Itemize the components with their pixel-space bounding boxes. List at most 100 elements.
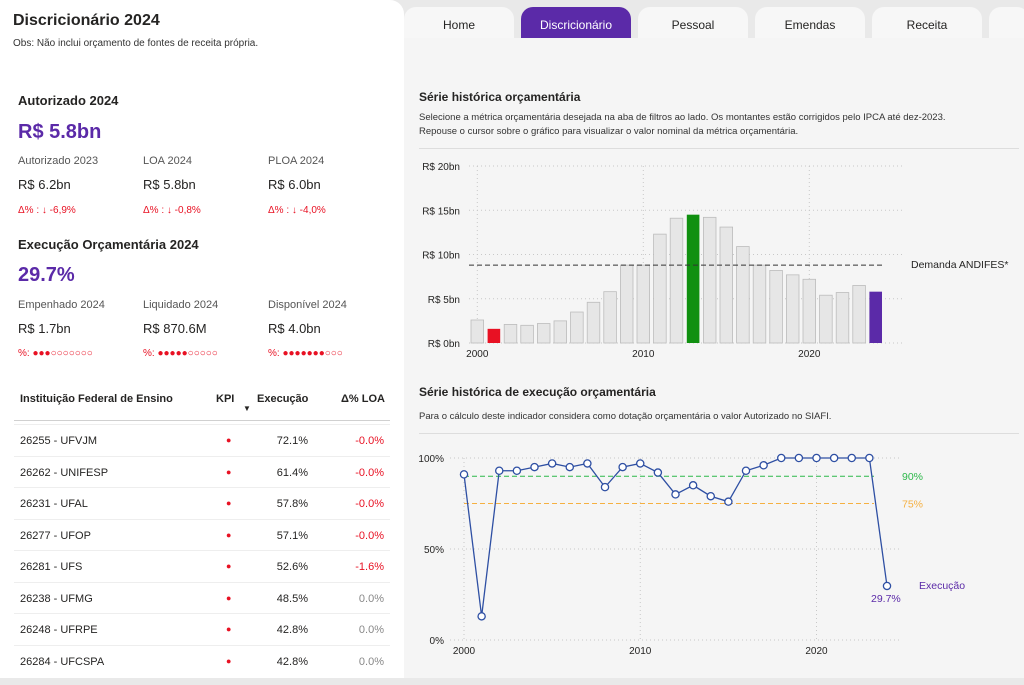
bar	[586, 301, 601, 344]
table-row[interactable]: 26262 - UNIFESP ● 61.4% -0.0%	[14, 455, 390, 489]
table-row[interactable]: 26281 - UFS ● 52.6% -1.6%	[14, 550, 390, 583]
bar	[536, 323, 551, 344]
kpi-label: LOA 2024	[143, 155, 192, 167]
col-header-kpi[interactable]: KPI	[216, 393, 235, 405]
bar	[570, 311, 584, 344]
y-tick-label: 50%	[424, 545, 444, 556]
row-instituicao: 26281 - UFS	[20, 561, 83, 573]
x-tick-label: 2010	[632, 349, 655, 360]
bar	[852, 285, 866, 344]
kpi-status-dot: ●	[226, 529, 232, 540]
row-execucao: 57.1%	[276, 529, 308, 542]
bar	[520, 324, 534, 344]
table-row[interactable]: 26255 - UFVJM ● 72.1% -0.0%	[14, 424, 390, 457]
data-point	[688, 481, 698, 490]
kpi-value: R$ 870.6M	[143, 321, 207, 336]
row-instituicao: 26238 - UFMG	[20, 592, 93, 605]
bar	[736, 246, 750, 344]
table-row[interactable]: 26284 - UFCSPA ● 42.8% 0.0%	[14, 644, 390, 678]
row-delta-loa: -0.0%	[355, 498, 384, 510]
bar	[503, 324, 518, 344]
tab-bar: Home Discricionário Pessoal Emendas Rece…	[404, 0, 1024, 38]
data-point	[583, 459, 592, 468]
data-point	[741, 466, 751, 475]
row-delta-loa: -0.0%	[355, 466, 384, 479]
kpi-delta: Δ% : ↓ -0,8%	[143, 205, 201, 216]
row-instituicao: 26262 - UNIFESP	[20, 466, 109, 479]
data-point	[847, 453, 856, 463]
row-instituicao: 26231 - UFAL	[20, 498, 88, 510]
bar	[669, 217, 684, 344]
table-header-divider	[14, 420, 390, 421]
reference-label: 75%	[902, 499, 923, 511]
autorizado-value: R$ 5.8bn	[18, 121, 102, 143]
divider	[419, 148, 1019, 149]
charts-panel	[404, 38, 1024, 678]
bar	[686, 214, 700, 343]
kpi-label: PLOA 2024	[268, 155, 325, 167]
data-point	[477, 612, 486, 621]
bar	[752, 264, 767, 344]
kpi-value: R$ 6.2bn	[18, 177, 71, 192]
bar	[702, 216, 717, 344]
col-header-instituicao[interactable]: Instituição Federal de Ensino	[20, 393, 173, 405]
kpi-status-dot: ●	[226, 592, 232, 603]
bar	[487, 328, 501, 343]
data-point	[565, 462, 574, 472]
data-point	[812, 453, 821, 463]
execucao-value: 29.7%	[18, 264, 75, 286]
x-tick-label: 2010	[629, 646, 652, 657]
data-point	[882, 581, 892, 591]
kpi-label: Liquidado 2024	[143, 299, 219, 311]
col-header-execucao[interactable]: Execução	[257, 393, 309, 405]
row-delta-loa: 0.0%	[358, 624, 384, 636]
tab-discricionario[interactable]: Discricionário	[521, 7, 631, 38]
row-delta-loa: 0.0%	[358, 655, 384, 668]
table-row[interactable]: 26277 - UFOP ● 57.1% -0.0%	[14, 518, 390, 552]
table-row[interactable]: 26238 - UFMG ● 48.5% 0.0%	[14, 581, 390, 615]
bar	[802, 278, 817, 344]
budget-bar-chart[interactable]: R$ 0bn R$ 5bn R$ 10bn R$ 15bn R$ 20bn 2000 201…	[404, 150, 1024, 365]
data-point	[512, 466, 522, 475]
kpi-value: R$ 5.8bn	[143, 177, 196, 192]
tab-more[interactable]	[989, 7, 1024, 38]
data-point	[671, 490, 680, 499]
series-line	[463, 457, 888, 617]
data-point	[653, 468, 663, 477]
y-tick-label: R$ 0bn	[428, 339, 460, 350]
execution-line-chart[interactable]: 0% 50% 100% 2000 2010 2020 90% 75% Execução 29.7%	[404, 440, 1024, 665]
data-point	[724, 497, 733, 506]
data-point	[547, 459, 557, 468]
bar	[785, 274, 800, 344]
execucao-title: Execução Orçamentária 2024	[18, 237, 199, 252]
divider	[419, 433, 1019, 434]
y-tick-label: R$ 15bn	[422, 206, 460, 217]
row-delta-loa: -1.6%	[355, 561, 384, 573]
row-delta-loa: -0.0%	[355, 435, 384, 447]
table-row[interactable]: 26231 - UFAL ● 57.8% -0.0%	[14, 487, 390, 520]
row-execucao: 42.8%	[276, 655, 308, 668]
row-instituicao: 26255 - UFVJM	[20, 435, 98, 447]
tab-pessoal[interactable]: Pessoal	[638, 7, 748, 38]
row-instituicao: 26277 - UFOP	[20, 529, 91, 542]
page-title: Discricionário 2024	[13, 12, 160, 29]
data-point	[794, 453, 804, 463]
y-tick-label: R$ 20bn	[422, 162, 460, 173]
col-header-delta-loa[interactable]: Δ% LOA	[341, 393, 385, 405]
data-point	[776, 453, 786, 463]
sort-desc-icon[interactable]: ▼	[243, 404, 251, 413]
table-row[interactable]: 26248 - UFRPE ● 42.8% 0.0%	[14, 613, 390, 646]
tab-home[interactable]: Home	[404, 7, 514, 38]
bar	[819, 294, 833, 344]
data-label: 29.7%	[871, 593, 901, 605]
tab-emendas[interactable]: Emendas	[755, 7, 865, 38]
bar	[636, 264, 651, 344]
kpi-status-dot: ●	[226, 655, 232, 666]
row-execucao: 72.1%	[276, 435, 308, 447]
x-tick-label: 2020	[805, 646, 828, 657]
tab-receita[interactable]: Receita	[872, 7, 982, 38]
kpi-value: R$ 1.7bn	[18, 321, 71, 336]
bar	[553, 320, 568, 344]
kpi-label: Empenhado 2024	[18, 299, 105, 311]
bar-chart-desc: Selecione a métrica orçamentária desejad…	[419, 112, 946, 137]
